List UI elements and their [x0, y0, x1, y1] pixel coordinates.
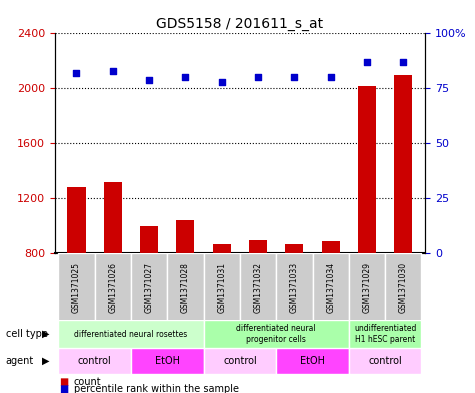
Title: GDS5158 / 201611_s_at: GDS5158 / 201611_s_at — [156, 17, 323, 31]
Bar — [131, 348, 204, 374]
Point — [73, 70, 80, 76]
Point — [291, 74, 298, 81]
Bar — [176, 220, 194, 253]
Text: ■: ■ — [59, 377, 68, 387]
Bar — [249, 240, 267, 253]
Bar — [358, 86, 376, 253]
Point — [254, 74, 262, 81]
Text: GSM1371034: GSM1371034 — [326, 262, 335, 314]
Text: GSM1371026: GSM1371026 — [108, 263, 117, 313]
Text: GSM1371025: GSM1371025 — [72, 263, 81, 313]
Text: count: count — [74, 377, 101, 387]
Bar — [167, 253, 204, 322]
Bar — [131, 253, 167, 322]
Text: GSM1371032: GSM1371032 — [254, 263, 263, 313]
Bar — [67, 187, 86, 253]
Point — [181, 74, 189, 81]
Text: EtOH: EtOH — [155, 356, 180, 366]
Text: GSM1371030: GSM1371030 — [399, 262, 408, 314]
Point — [363, 59, 371, 65]
Text: ▶: ▶ — [42, 329, 49, 339]
Bar — [349, 348, 421, 374]
Point — [109, 68, 116, 74]
Bar — [240, 253, 276, 322]
Bar — [349, 253, 385, 322]
Point — [399, 59, 407, 65]
Bar — [349, 320, 421, 348]
Bar — [322, 241, 340, 253]
Bar — [104, 182, 122, 253]
Bar — [58, 348, 131, 374]
Text: GSM1371028: GSM1371028 — [181, 263, 190, 313]
Text: percentile rank within the sample: percentile rank within the sample — [74, 384, 238, 393]
Bar — [276, 253, 313, 322]
Point — [145, 77, 153, 83]
Bar — [285, 244, 304, 253]
Text: undifferentiated
H1 hESC parent: undifferentiated H1 hESC parent — [354, 324, 417, 344]
Text: ■: ■ — [59, 384, 68, 393]
Text: ▶: ▶ — [42, 356, 49, 366]
Text: cell type: cell type — [6, 329, 48, 339]
Text: GSM1371029: GSM1371029 — [362, 263, 371, 313]
Bar — [204, 253, 240, 322]
Text: agent: agent — [6, 356, 34, 366]
Bar — [58, 320, 204, 348]
Bar — [204, 320, 349, 348]
Bar — [95, 253, 131, 322]
Point — [218, 79, 226, 85]
Bar — [385, 253, 421, 322]
Bar — [394, 75, 412, 253]
Text: EtOH: EtOH — [300, 356, 325, 366]
Text: differentiated neural
progenitor cells: differentiated neural progenitor cells — [237, 324, 316, 344]
Text: control: control — [223, 356, 257, 366]
Text: differentiated neural rosettes: differentiated neural rosettes — [74, 330, 188, 338]
Text: GSM1371033: GSM1371033 — [290, 262, 299, 314]
Text: control: control — [368, 356, 402, 366]
Bar — [140, 226, 158, 253]
Bar — [313, 253, 349, 322]
Point — [327, 74, 334, 81]
Text: GSM1371031: GSM1371031 — [217, 263, 226, 313]
Bar — [204, 348, 276, 374]
Text: control: control — [78, 356, 112, 366]
Bar — [276, 348, 349, 374]
Bar — [213, 244, 231, 253]
Bar — [58, 253, 95, 322]
Text: GSM1371027: GSM1371027 — [144, 263, 153, 313]
